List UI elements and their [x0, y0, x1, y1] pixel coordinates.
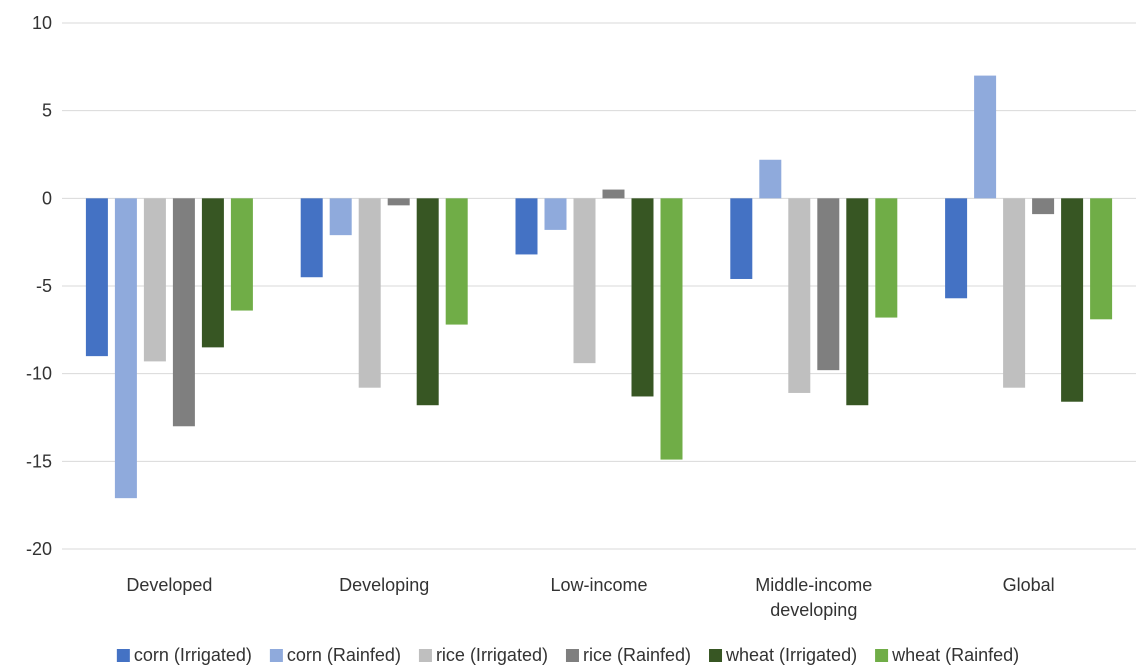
- y-tick-label: -15: [26, 451, 52, 471]
- legend-label: corn (Irrigated): [134, 645, 252, 665]
- bar: [974, 75, 997, 199]
- y-axis: 10 5 0 -5 -10 -15 -20: [26, 13, 52, 559]
- y-tick-label: 5: [42, 101, 52, 121]
- bar: [114, 198, 137, 499]
- bar: [759, 159, 782, 199]
- legend-swatch: [269, 649, 283, 662]
- x-category-label: Global: [1003, 575, 1055, 595]
- bar: [387, 198, 410, 206]
- legend-swatch: [565, 649, 579, 662]
- bar: [515, 198, 538, 255]
- bar: [730, 198, 753, 279]
- legend-item: corn (Irrigated): [116, 645, 252, 665]
- bar: [300, 198, 323, 278]
- bar: [945, 198, 968, 299]
- bar: [846, 198, 869, 406]
- bar: [660, 198, 683, 460]
- legend-label: rice (Rainfed): [583, 645, 691, 665]
- bar: [172, 198, 195, 427]
- bar: [201, 198, 224, 348]
- bar: [1090, 198, 1113, 320]
- y-tick-label: -5: [36, 276, 52, 296]
- legend-swatch: [709, 649, 723, 662]
- y-tick-label: 0: [42, 188, 52, 208]
- bar: [544, 198, 567, 230]
- bar: [1003, 198, 1026, 388]
- x-category-label: Developed: [126, 575, 212, 595]
- legend-swatch: [116, 649, 130, 662]
- bars: [85, 75, 1113, 499]
- bar: [416, 198, 439, 406]
- bar: [85, 198, 108, 357]
- x-category-label: Low-income: [550, 575, 647, 595]
- legend: corn (Irrigated) corn (Rainfed) rice (Irri…: [116, 645, 1019, 665]
- legend-label: wheat (Rainfed): [891, 645, 1019, 665]
- legend-label: wheat (Irrigated): [725, 645, 857, 665]
- legend-swatch: [875, 649, 889, 662]
- bar: [230, 198, 253, 311]
- bar: [358, 198, 381, 388]
- bar: [143, 198, 166, 362]
- bar: [1032, 198, 1055, 215]
- legend-item: corn (Rainfed): [269, 645, 401, 665]
- bar: [602, 189, 625, 199]
- y-tick-label: -10: [26, 364, 52, 384]
- bar: [875, 198, 898, 318]
- y-tick-label: 10: [32, 13, 52, 33]
- bar: [329, 198, 352, 236]
- legend-label: corn (Rainfed): [287, 645, 401, 665]
- bar: [817, 198, 840, 371]
- legend-label: rice (Irrigated): [436, 645, 548, 665]
- bar: [1061, 198, 1084, 402]
- legend-swatch: [418, 649, 432, 662]
- x-axis: Developed Developing Low-income Middle-inco…: [126, 575, 1054, 620]
- y-tick-label: -20: [26, 539, 52, 559]
- legend-item: rice (Irrigated): [418, 645, 548, 665]
- bar: [631, 198, 654, 397]
- legend-item: wheat (Rainfed): [875, 645, 1019, 665]
- legend-item: rice (Rainfed): [565, 645, 691, 665]
- bar: [445, 198, 468, 325]
- x-category-label: Middle-income developing: [755, 575, 872, 620]
- x-category-label: Developing: [339, 575, 429, 595]
- legend-item: wheat (Irrigated): [709, 645, 857, 665]
- bar: [788, 198, 811, 393]
- bar: [573, 198, 596, 364]
